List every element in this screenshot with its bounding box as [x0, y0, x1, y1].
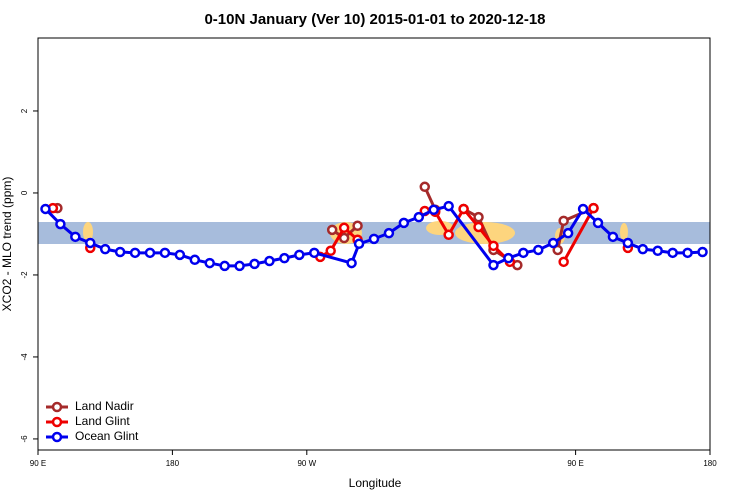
- data-point: [592, 217, 604, 229]
- data-point: [552, 244, 563, 256]
- data-point: [443, 200, 454, 212]
- data-point: [428, 204, 439, 216]
- data-point: [503, 252, 514, 264]
- y-tick-label: -4: [20, 353, 29, 361]
- data-point: [488, 240, 499, 252]
- data-point: [558, 215, 569, 227]
- data-point: [99, 243, 111, 255]
- x-tick-label: 90 E: [30, 459, 46, 468]
- data-point: [558, 256, 569, 268]
- data-point: [338, 222, 350, 234]
- y-axis-label: XCO2 - MLO trend (ppm): [0, 177, 14, 312]
- data-point: [249, 258, 260, 270]
- plot-frame: [37, 37, 711, 451]
- data-point: [174, 249, 186, 261]
- data-point: [189, 254, 201, 266]
- data-point: [577, 203, 589, 215]
- chart-title: 0-10N January (Ver 10) 2015-01-01 to 202…: [204, 11, 545, 28]
- data-point: [234, 260, 245, 272]
- legend-marker: [51, 431, 63, 443]
- data-point: [588, 202, 599, 214]
- data-point: [443, 229, 454, 241]
- legend-label: Land Glint: [75, 414, 130, 428]
- data-point: [518, 247, 529, 259]
- y-tick-label: 0: [20, 190, 29, 195]
- x-tick-label: 180: [166, 459, 180, 468]
- data-point: [488, 259, 499, 271]
- data-point: [325, 245, 336, 257]
- data-point: [352, 220, 363, 232]
- data-point: [338, 232, 350, 244]
- data-point: [40, 203, 51, 215]
- data-point: [219, 260, 230, 272]
- y-tick-label: 2: [20, 108, 29, 113]
- data-point: [326, 224, 338, 236]
- data-point: [697, 246, 708, 258]
- x-tick-label: 90 E: [567, 459, 583, 468]
- data-point: [279, 252, 290, 264]
- data-point: [547, 237, 559, 249]
- data-point: [607, 231, 619, 243]
- legend-marker: [51, 416, 63, 428]
- data-point: [637, 243, 649, 255]
- data-point: [70, 231, 81, 243]
- data-point: [204, 257, 215, 269]
- legend-label: Land Nadir: [75, 399, 134, 413]
- data-point: [55, 218, 66, 230]
- x-tick-label: 90 W: [297, 459, 316, 468]
- y-tick-label: -6: [20, 435, 29, 443]
- data-point: [294, 249, 305, 261]
- data-point: [667, 247, 678, 259]
- legend-marker: [51, 401, 63, 413]
- data-point: [85, 237, 96, 249]
- data-point: [458, 203, 469, 215]
- data-point: [413, 211, 425, 223]
- data-point: [264, 255, 275, 267]
- data-point: [144, 247, 156, 259]
- data-point: [562, 227, 574, 239]
- data-point: [682, 247, 693, 259]
- data-point: [398, 217, 410, 229]
- data-point: [473, 221, 484, 233]
- data-point: [114, 246, 126, 258]
- data-point: [353, 238, 365, 250]
- x-tick-label: 180: [703, 459, 717, 468]
- data-point: [622, 237, 634, 249]
- data-point: [533, 244, 544, 256]
- data-point: [129, 247, 141, 259]
- x-axis-label: Longitude: [349, 476, 402, 490]
- data-point: [309, 247, 320, 259]
- legend-label: Ocean Glint: [75, 429, 139, 443]
- data-point: [383, 227, 395, 239]
- y-tick-label: -2: [20, 271, 29, 279]
- data-point: [419, 181, 431, 193]
- data-point: [346, 257, 357, 269]
- data-point: [652, 245, 663, 257]
- data-point: [473, 211, 484, 223]
- data-point: [368, 233, 380, 245]
- data-point: [159, 247, 171, 259]
